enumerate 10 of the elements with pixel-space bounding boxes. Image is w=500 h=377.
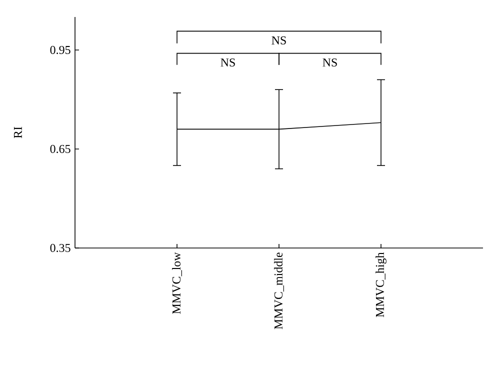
y-axis-title: RI <box>14 126 22 138</box>
x-tick-label: MMVC_middle <box>274 252 284 330</box>
x-tick-label: MMVC_high <box>376 252 386 318</box>
y-tick-label: 0.65 <box>50 144 70 154</box>
y-tick-label: 0.35 <box>50 244 70 252</box>
annotation: NS <box>322 58 337 67</box>
annotation: NS <box>220 58 235 67</box>
x-tick-label: MMVC_low <box>172 252 182 314</box>
y-tick-label: 0.95 <box>50 46 70 54</box>
annotation: NS <box>272 36 286 44</box>
